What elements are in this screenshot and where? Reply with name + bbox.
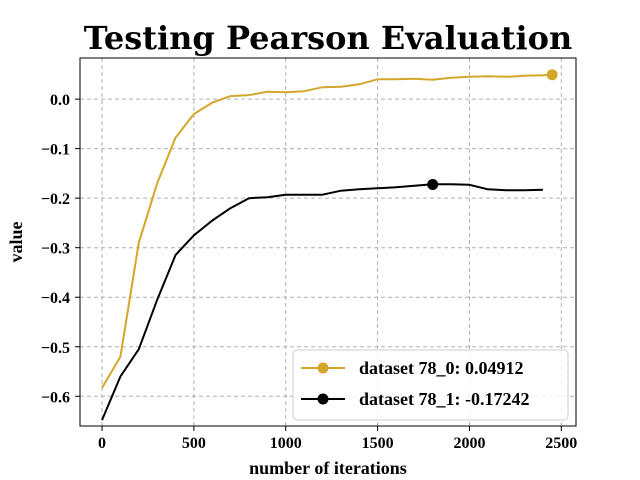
y-tick-label: −0.4: [41, 290, 70, 307]
x-tick-label: 1000: [270, 435, 302, 452]
y-axis-label: value: [6, 221, 26, 262]
x-tick-label: 500: [182, 435, 206, 452]
series-line-0: [101, 73, 553, 389]
y-tick-label: −0.3: [41, 241, 70, 258]
plot-frame: [79, 57, 577, 427]
y-tick-label: 0.0: [50, 92, 70, 109]
x-axis-label: number of iterations: [249, 458, 407, 478]
series-marker-1: [427, 179, 439, 191]
legend-swatch-marker-1: [317, 393, 329, 405]
legend: dataset 78_0: 0.04912 dataset 78_1: -0.17…: [292, 349, 569, 421]
legend-label-1: dataset 78_1: -0.17242: [359, 389, 529, 409]
axis-ticks: 0 500 1000 1500 2000 2500 −0.6 −0.5 −0.4 −0.3 −0.2…: [41, 92, 577, 452]
y-tick-label: −0.2: [41, 191, 70, 208]
x-tick-label: 0: [98, 435, 106, 452]
legend-label-0: dataset 78_0: 0.04912: [359, 358, 524, 378]
x-tick-label: 1500: [362, 435, 394, 452]
y-tick-label: −0.1: [41, 142, 70, 159]
series-line-1: [101, 183, 543, 421]
legend-box: [292, 349, 569, 421]
chart-title: Testing Pearson Evaluation: [84, 19, 573, 57]
series-layer: [101, 69, 558, 421]
legend-swatch-marker-0: [317, 362, 329, 374]
y-tick-label: −0.6: [41, 389, 70, 406]
series-marker-0: [546, 69, 558, 81]
y-tick-label: −0.5: [41, 340, 70, 357]
x-tick-label: 2500: [545, 435, 577, 452]
x-tick-label: 2000: [453, 435, 485, 452]
